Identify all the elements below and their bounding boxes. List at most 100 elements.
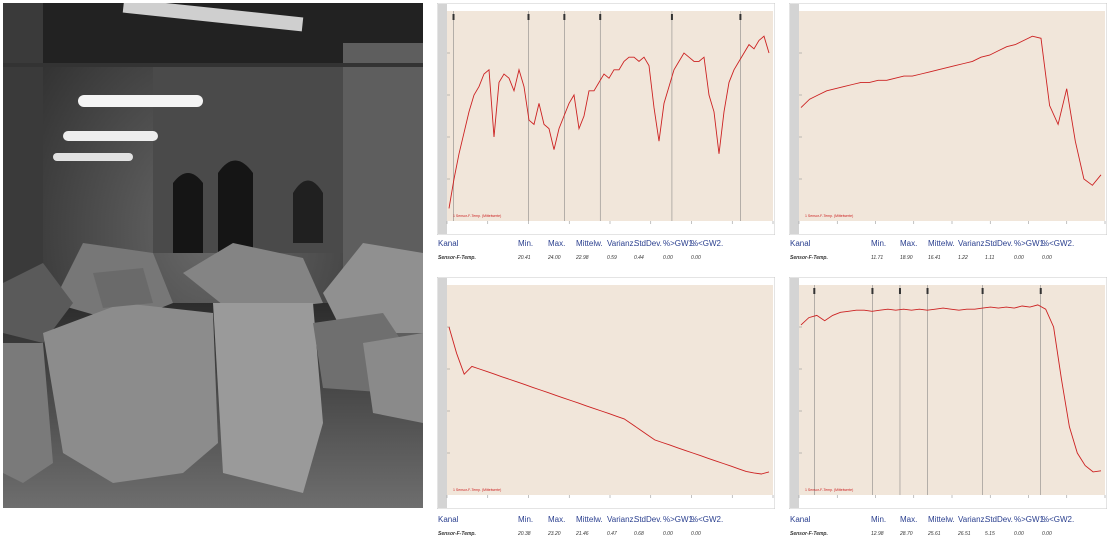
chart-plot: 1 Sensor-F-Temp. (Mittelwerte) <box>437 3 775 235</box>
stat-mean: 16.41 <box>928 255 941 261</box>
stats-data-row: Sensor-F-Temp. 12.98 28.70 25.61 26.51 5… <box>789 531 1107 545</box>
col-stddev: StdDev. <box>634 239 662 248</box>
col-lt-gw2: %<GW2. <box>1042 515 1075 524</box>
stat-gt-gw1: 0.00 <box>1014 255 1024 261</box>
event-marker-flag <box>898 288 901 294</box>
stat-channel: Sensor-F-Temp. <box>438 255 476 261</box>
stats-header-row: Kanal Min. Max. Mittelw. Varianz. StdDev… <box>437 515 775 531</box>
y-axis-strip <box>438 278 447 508</box>
col-stddev: StdDev. <box>985 239 1013 248</box>
series-line <box>448 326 770 475</box>
stat-variance: 1.22 <box>958 255 968 261</box>
series-line <box>448 35 770 209</box>
stats-data-row: Sensor-F-Temp. 20.38 23.20 21.46 0.47 0.… <box>437 531 775 545</box>
stat-lt-gw2: 0.00 <box>1042 255 1052 261</box>
plot-area <box>447 285 773 495</box>
series-line <box>800 304 1102 473</box>
stats-table: Kanal Min. Max. Mittelw. Varianz. StdDev… <box>437 515 775 555</box>
stat-min: 11.71 <box>871 255 884 261</box>
stats-header-row: Kanal Min. Max. Mittelw. Varianz. StdDev… <box>789 515 1107 531</box>
event-marker-flag <box>739 14 742 20</box>
stat-variance: 0.59 <box>607 255 617 261</box>
col-max: Max. <box>900 239 918 248</box>
stat-gt-gw1: 0.00 <box>663 531 673 537</box>
stat-stddev: 0.68 <box>634 531 644 537</box>
legend-text: 1 Sensor-F-Temp. (Mittelwerte) <box>453 488 501 492</box>
legend-text: 1 Sensor-F-Temp. (Mittelwerte) <box>805 488 853 492</box>
col-kanal: Kanal <box>438 515 459 524</box>
stat-max: 28.70 <box>900 531 913 537</box>
chart-plot: 1 Sensor-F-Temp. (Mittelwerte) <box>789 277 1107 509</box>
col-kanal: Kanal <box>790 239 811 248</box>
temperature-chart-1: 1 Sensor-F-Temp. (Mittelwerte) Kanal Min… <box>437 3 775 275</box>
stat-stddev: 0.44 <box>634 255 644 261</box>
temperature-chart-4: 1 Sensor-F-Temp. (Mittelwerte) Kanal Min… <box>789 277 1107 543</box>
plot-area <box>799 11 1105 221</box>
event-marker-flag <box>670 14 673 20</box>
y-axis-strip <box>790 4 799 234</box>
stat-mean: 21.46 <box>576 531 589 537</box>
stone-vault-photo <box>3 3 423 508</box>
event-marker-flag <box>563 14 566 20</box>
chart-plot: 1 Sensor-F-Temp. (Mittelwerte) <box>789 3 1107 235</box>
series-line <box>800 35 1102 186</box>
col-max: Max. <box>548 239 566 248</box>
stats-table: Kanal Min. Max. Mittelw. Varianz. StdDev… <box>789 239 1107 279</box>
event-marker-flag <box>527 14 530 20</box>
stat-max: 23.20 <box>548 531 561 537</box>
stat-gt-gw1: 0.00 <box>1014 531 1024 537</box>
temperature-chart-2: 1 Sensor-F-Temp. (Mittelwerte) Kanal Min… <box>789 3 1107 275</box>
stat-min: 20.38 <box>518 531 531 537</box>
stat-mean: 22.98 <box>576 255 589 261</box>
stat-lt-gw2: 0.00 <box>691 255 701 261</box>
col-stddev: StdDev. <box>985 515 1013 524</box>
stat-min: 12.98 <box>871 531 884 537</box>
col-mean: Mittelw. <box>576 515 603 524</box>
col-mean: Mittelw. <box>928 515 955 524</box>
y-axis-strip <box>790 278 799 508</box>
stat-mean: 25.61 <box>928 531 941 537</box>
col-lt-gw2: %<GW2. <box>1042 239 1075 248</box>
stat-variance: 0.47 <box>607 531 617 537</box>
stat-stddev: 5.15 <box>985 531 995 537</box>
event-marker-flag <box>1039 288 1042 294</box>
event-marker-flag <box>981 288 984 294</box>
stat-lt-gw2: 0.00 <box>691 531 701 537</box>
stats-data-row: Sensor-F-Temp. 11.71 18.90 16.41 1.22 1.… <box>789 255 1107 269</box>
event-marker-flag <box>813 288 816 294</box>
y-axis-strip <box>438 4 447 234</box>
stat-variance: 26.51 <box>958 531 971 537</box>
col-stddev: StdDev. <box>634 515 662 524</box>
col-kanal: Kanal <box>790 515 811 524</box>
col-mean: Mittelw. <box>928 239 955 248</box>
stats-header-row: Kanal Min. Max. Mittelw. Varianz. StdDev… <box>437 239 775 255</box>
plot-area <box>799 285 1105 495</box>
col-gt-gw1: %>GW1. <box>1014 515 1047 524</box>
col-min: Min. <box>871 515 887 524</box>
stat-min: 20.41 <box>518 255 531 261</box>
legend-text: 1 Sensor-F-Temp. (Mittelwerte) <box>805 214 853 218</box>
temperature-chart-3: 1 Sensor-F-Temp. (Mittelwerte) Kanal Min… <box>437 277 775 543</box>
col-min: Min. <box>871 239 887 248</box>
col-gt-gw1: %>GW1. <box>663 239 696 248</box>
col-max: Max. <box>900 515 918 524</box>
col-max: Max. <box>548 515 566 524</box>
stat-channel: Sensor-F-Temp. <box>790 255 828 261</box>
col-min: Min. <box>518 239 534 248</box>
col-lt-gw2: %<GW2. <box>691 515 724 524</box>
stat-max: 24.00 <box>548 255 561 261</box>
plot-area <box>447 11 773 221</box>
stats-header-row: Kanal Min. Max. Mittelw. Varianz. StdDev… <box>789 239 1107 255</box>
col-variance: Varianz. <box>607 239 636 248</box>
col-mean: Mittelw. <box>576 239 603 248</box>
col-kanal: Kanal <box>438 239 459 248</box>
stats-table: Kanal Min. Max. Mittelw. Varianz. StdDev… <box>437 239 775 279</box>
event-marker-flag <box>871 288 874 294</box>
col-variance: Varianz. <box>958 239 987 248</box>
stat-gt-gw1: 0.00 <box>663 255 673 261</box>
chart-plot: 1 Sensor-F-Temp. (Mittelwerte) <box>437 277 775 509</box>
stat-stddev: 1.11 <box>985 255 995 261</box>
stat-max: 18.90 <box>900 255 913 261</box>
stat-channel: Sensor-F-Temp. <box>438 531 476 537</box>
event-marker-flag <box>599 14 602 20</box>
